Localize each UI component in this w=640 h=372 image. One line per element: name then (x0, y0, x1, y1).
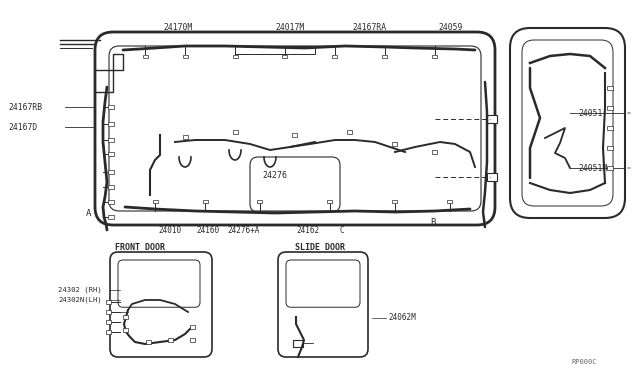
Bar (122, 328, 127, 332)
Bar (106, 300, 111, 304)
Bar (292, 133, 298, 137)
Text: C: C (340, 225, 344, 234)
Text: A: A (86, 208, 92, 218)
Bar (152, 199, 157, 202)
Text: 24017M: 24017M (275, 22, 305, 32)
Text: 24170M: 24170M (163, 22, 193, 32)
Text: RP000C: RP000C (572, 359, 598, 365)
Bar (168, 338, 173, 342)
Text: 24167RB: 24167RB (8, 103, 42, 112)
Text: 24276: 24276 (262, 170, 287, 180)
Bar (108, 138, 114, 142)
Bar (108, 200, 114, 204)
Bar (122, 315, 127, 319)
Bar (607, 86, 613, 90)
Bar (607, 126, 613, 130)
Text: 24051: 24051 (578, 109, 602, 118)
Text: B: B (430, 218, 435, 227)
Bar (182, 55, 188, 58)
Bar (106, 310, 111, 314)
Text: 24302N(LH): 24302N(LH) (58, 297, 102, 303)
Bar (189, 338, 195, 342)
Text: 24160: 24160 (196, 225, 220, 234)
Bar (108, 105, 114, 109)
Bar (607, 166, 613, 170)
Bar (108, 170, 114, 174)
Text: 24051M: 24051M (578, 164, 607, 173)
Bar (189, 325, 195, 329)
Bar (106, 320, 111, 324)
Text: 24059: 24059 (438, 22, 462, 32)
Bar (447, 199, 452, 202)
Bar (108, 215, 114, 219)
Text: 24062M: 24062M (388, 314, 416, 323)
Bar (202, 199, 207, 202)
Text: 24010: 24010 (159, 225, 182, 234)
Bar (348, 130, 353, 134)
Bar (108, 185, 114, 189)
Text: 24167D: 24167D (8, 122, 37, 131)
Text: 24162: 24162 (296, 225, 319, 234)
Text: 24167RA: 24167RA (353, 22, 387, 32)
Bar (392, 142, 397, 146)
Text: FRONT DOOR: FRONT DOOR (115, 243, 165, 251)
Bar (487, 173, 497, 181)
Bar (383, 55, 387, 58)
Bar (232, 130, 237, 134)
Bar (106, 330, 111, 334)
Text: 24302 (RH): 24302 (RH) (58, 287, 102, 293)
Bar (328, 199, 333, 202)
Bar (232, 55, 237, 58)
Bar (487, 115, 497, 123)
Bar (108, 122, 114, 126)
Bar (235, 46, 315, 54)
Text: 24276+A: 24276+A (228, 225, 260, 234)
Bar (293, 340, 303, 347)
Bar (143, 55, 147, 58)
Bar (282, 55, 287, 58)
Bar (257, 199, 262, 202)
Bar (433, 55, 438, 58)
Bar (333, 55, 337, 58)
Bar (182, 135, 188, 139)
Text: SLIDE DOOR: SLIDE DOOR (295, 243, 345, 251)
Bar (607, 146, 613, 150)
Bar (392, 199, 397, 202)
Bar (108, 152, 114, 156)
Bar (145, 340, 150, 344)
Bar (433, 150, 438, 154)
Bar (607, 106, 613, 110)
